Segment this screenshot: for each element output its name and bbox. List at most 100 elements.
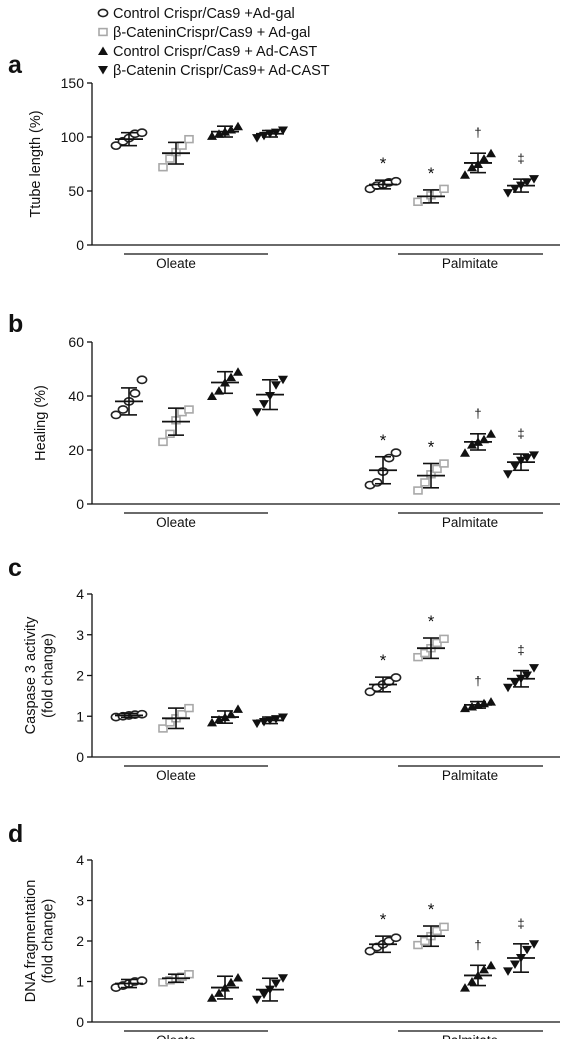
data-point (207, 993, 217, 1002)
y-tick-label: 3 (76, 627, 84, 643)
y-tick-label: 60 (68, 334, 84, 350)
data-point (467, 162, 477, 172)
data-point (278, 126, 288, 136)
legend-item: β-Catenin Crispr/Cas9+ Ad-CAST (98, 63, 330, 79)
legend-item: β-CateninCrispr/Cas9 + Ad-gal (98, 25, 310, 41)
significance-mark: * (380, 431, 387, 450)
y-axis-title-line: Caspase 3 activity (23, 616, 39, 734)
legend-item: Control Crispr/Cas9 +Ad-gal (97, 6, 295, 22)
panel-letter: d (8, 820, 23, 848)
data-point (390, 448, 402, 458)
group-label: Oleate (156, 1033, 196, 1039)
group-label: Palmitate (442, 256, 498, 271)
y-tick-label: 1 (76, 974, 84, 990)
y-tick-label: 0 (76, 749, 84, 765)
significance-mark: ‡ (517, 643, 524, 658)
data-point (503, 470, 513, 479)
data-point (110, 410, 122, 420)
data-point (439, 459, 449, 468)
significance-mark: ‡ (517, 916, 524, 931)
y-axis-label: Healing (%) (33, 385, 49, 461)
data-point (226, 977, 236, 987)
data-point (214, 129, 224, 138)
significance-mark: ‡ (517, 426, 524, 441)
data-point (529, 175, 539, 184)
panel-letter: c (8, 554, 22, 582)
data-point (439, 634, 449, 644)
data-point (420, 648, 430, 658)
y-axis-title: DNA fragmentation(fold change) (23, 880, 56, 1003)
data-point (252, 408, 262, 417)
legend-label: β-Catenin Crispr/Cas9+ Ad-CAST (113, 63, 330, 79)
data-point (207, 391, 217, 400)
group-label: Palmitate (442, 768, 498, 783)
group-label: Oleate (156, 515, 196, 530)
data-point (439, 184, 449, 194)
data-point (136, 709, 148, 719)
data-point (233, 704, 243, 713)
data-point (117, 405, 129, 414)
data-point (529, 664, 539, 673)
group-label: Oleate (156, 768, 196, 783)
data-point (233, 121, 243, 131)
y-tick-label: 50 (68, 183, 84, 199)
legend-label: Control Crispr/Cas9 +Ad-gal (113, 6, 295, 22)
data-point (460, 448, 470, 457)
data-point (184, 970, 194, 979)
data-point (510, 960, 520, 969)
data-point (390, 933, 402, 943)
y-tick-label: 3 (76, 893, 84, 909)
data-point (510, 462, 520, 471)
legend-label: Control Crispr/Cas9 + Ad-CAST (113, 44, 317, 60)
data-point (259, 400, 269, 409)
legend: Control Crispr/Cas9 +Ad-gal β-CateninCris… (97, 6, 330, 79)
data-point (184, 703, 194, 713)
significance-mark: ‡ (517, 151, 524, 166)
y-axis-label: Caspase 3 activity(fold change) (23, 616, 56, 734)
data-point (226, 709, 236, 719)
data-point (503, 189, 513, 198)
y-tick-label: 4 (76, 586, 84, 602)
data-point (233, 367, 243, 376)
data-point (184, 134, 194, 144)
legend-marker-icon (98, 46, 108, 55)
data-point (158, 437, 168, 447)
data-point (364, 946, 376, 956)
data-point (479, 964, 489, 974)
y-axis-label: DNA fragmentation(fold change) (23, 880, 56, 1003)
data-point (226, 372, 236, 382)
data-point (278, 375, 288, 385)
y-tick-label: 20 (68, 442, 84, 458)
panel-a: a Ttube length (%) 0 50 100 150 Oleate Palmitat… (8, 51, 560, 271)
y-axis-title-line: (fold change) (40, 899, 56, 984)
legend-item: Control Crispr/Cas9 + Ad-CAST (98, 44, 317, 60)
significance-mark: † (474, 125, 481, 140)
data-point (467, 440, 477, 449)
data-point (129, 388, 141, 398)
y-tick-label: 2 (76, 668, 84, 684)
data-point (158, 724, 168, 733)
data-point (479, 698, 489, 708)
data-point (165, 429, 175, 438)
data-point (259, 990, 269, 999)
y-axis-title: Healing (%) (33, 385, 49, 461)
data-point (503, 683, 513, 693)
y-tick-label: 100 (61, 129, 85, 145)
y-axis-title-line: DNA fragmentation (23, 880, 39, 1003)
data-point (214, 386, 224, 395)
data-point (233, 972, 243, 982)
significance-mark: † (474, 937, 481, 952)
data-point (207, 131, 217, 140)
data-point (510, 678, 520, 688)
data-point (214, 715, 224, 724)
data-point (467, 977, 477, 986)
data-point (522, 454, 532, 463)
legend-marker-icon (97, 8, 109, 18)
data-point (522, 671, 532, 680)
data-point (110, 141, 122, 151)
y-tick-label: 0 (76, 1014, 84, 1030)
panel-c: c Caspase 3 activity(fold change) 0 1 2 3 4 Ole… (8, 554, 560, 783)
significance-mark: * (428, 900, 435, 919)
